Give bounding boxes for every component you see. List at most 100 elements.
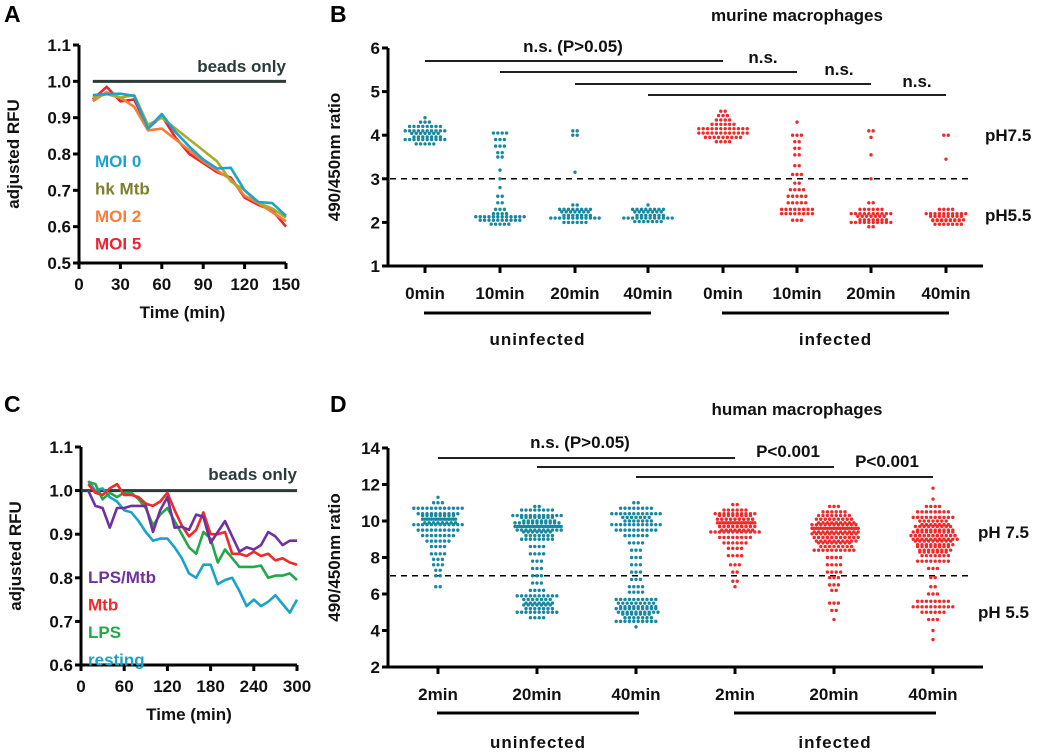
data-point — [524, 515, 528, 520]
data-point — [827, 601, 832, 605]
data-point — [627, 512, 632, 516]
data-point — [489, 222, 493, 226]
series-line-mtb — [87, 482, 298, 566]
x-tick-label: 0min — [405, 284, 445, 303]
data-point — [634, 563, 638, 567]
data-point — [571, 213, 575, 218]
data-point — [830, 608, 834, 613]
data-point — [502, 207, 507, 212]
data-point — [714, 131, 719, 135]
data-point — [586, 210, 590, 214]
data-point — [636, 590, 640, 594]
data-point — [731, 535, 735, 540]
data-point — [541, 594, 546, 598]
data-point — [632, 541, 636, 545]
data-point — [442, 533, 447, 538]
data-point — [957, 218, 961, 223]
y-tick-label: 10 — [361, 512, 380, 531]
data-point — [830, 588, 834, 593]
data-point — [460, 522, 464, 527]
data-point — [856, 535, 860, 540]
data-point — [834, 563, 838, 567]
data-point — [658, 512, 662, 516]
data-point — [487, 218, 491, 222]
y-tick-label: 0.6 — [47, 218, 71, 237]
data-point — [705, 131, 710, 135]
data-point — [423, 120, 427, 124]
data-point — [640, 528, 645, 532]
significance-label: P<0.001 — [855, 452, 919, 471]
data-point — [797, 146, 801, 150]
data-point — [944, 524, 948, 529]
data-point — [584, 207, 588, 212]
data-point — [924, 211, 928, 216]
data-point — [918, 524, 922, 529]
data-point — [713, 530, 717, 534]
data-point — [742, 517, 746, 521]
data-point — [915, 544, 920, 549]
data-point — [537, 515, 541, 520]
data-point — [645, 606, 649, 611]
y-tick-label: 0.7 — [47, 181, 71, 200]
data-point — [651, 610, 656, 614]
data-point — [920, 544, 924, 549]
data-point — [959, 222, 964, 226]
data-point — [926, 550, 931, 554]
data-point — [504, 211, 509, 216]
data-point — [889, 211, 893, 216]
data-point — [946, 207, 950, 212]
y-axis-title: 490/450nm ratio — [325, 493, 344, 622]
data-point — [555, 513, 559, 518]
data-point — [629, 515, 634, 520]
data-point — [849, 517, 854, 521]
data-point — [869, 177, 873, 181]
data-point — [627, 606, 632, 611]
data-point — [918, 539, 922, 543]
data-point — [493, 144, 498, 148]
data-point — [735, 530, 739, 534]
data-point — [425, 533, 429, 538]
data-point — [742, 521, 746, 525]
data-point — [447, 522, 451, 527]
data-point — [873, 214, 878, 218]
data-point — [940, 524, 944, 529]
data-point — [843, 541, 847, 545]
data-point — [832, 583, 836, 587]
data-point — [557, 207, 562, 212]
data-point — [528, 606, 533, 611]
data-point — [812, 535, 816, 540]
data-point — [942, 553, 946, 558]
data-point — [795, 120, 799, 124]
data-point — [573, 210, 577, 214]
data-point — [654, 528, 658, 532]
data-point — [834, 513, 838, 518]
data-point — [659, 210, 663, 214]
data-point — [431, 501, 436, 505]
data-point — [935, 592, 940, 596]
data-point — [645, 597, 649, 602]
data-point — [515, 594, 519, 598]
data-point — [654, 512, 658, 516]
data-point — [496, 201, 500, 205]
data-point — [858, 220, 862, 225]
significance-label: P<0.001 — [756, 442, 820, 461]
data-point — [440, 563, 445, 567]
data-point — [926, 524, 931, 529]
data-point — [588, 213, 593, 218]
data-point — [944, 218, 948, 223]
data-point — [730, 135, 734, 140]
data-point — [661, 213, 666, 218]
data-point — [533, 515, 537, 520]
data-point — [623, 606, 627, 611]
data-point — [732, 122, 736, 127]
data-point — [801, 207, 806, 212]
data-point — [871, 207, 875, 212]
series-line-moi-0 — [92, 92, 287, 217]
data-point — [937, 610, 942, 614]
data-point — [823, 532, 827, 536]
data-point — [719, 126, 723, 131]
data-point — [519, 610, 524, 614]
data-point — [640, 533, 645, 538]
data-point — [795, 201, 799, 205]
data-point — [933, 610, 937, 614]
